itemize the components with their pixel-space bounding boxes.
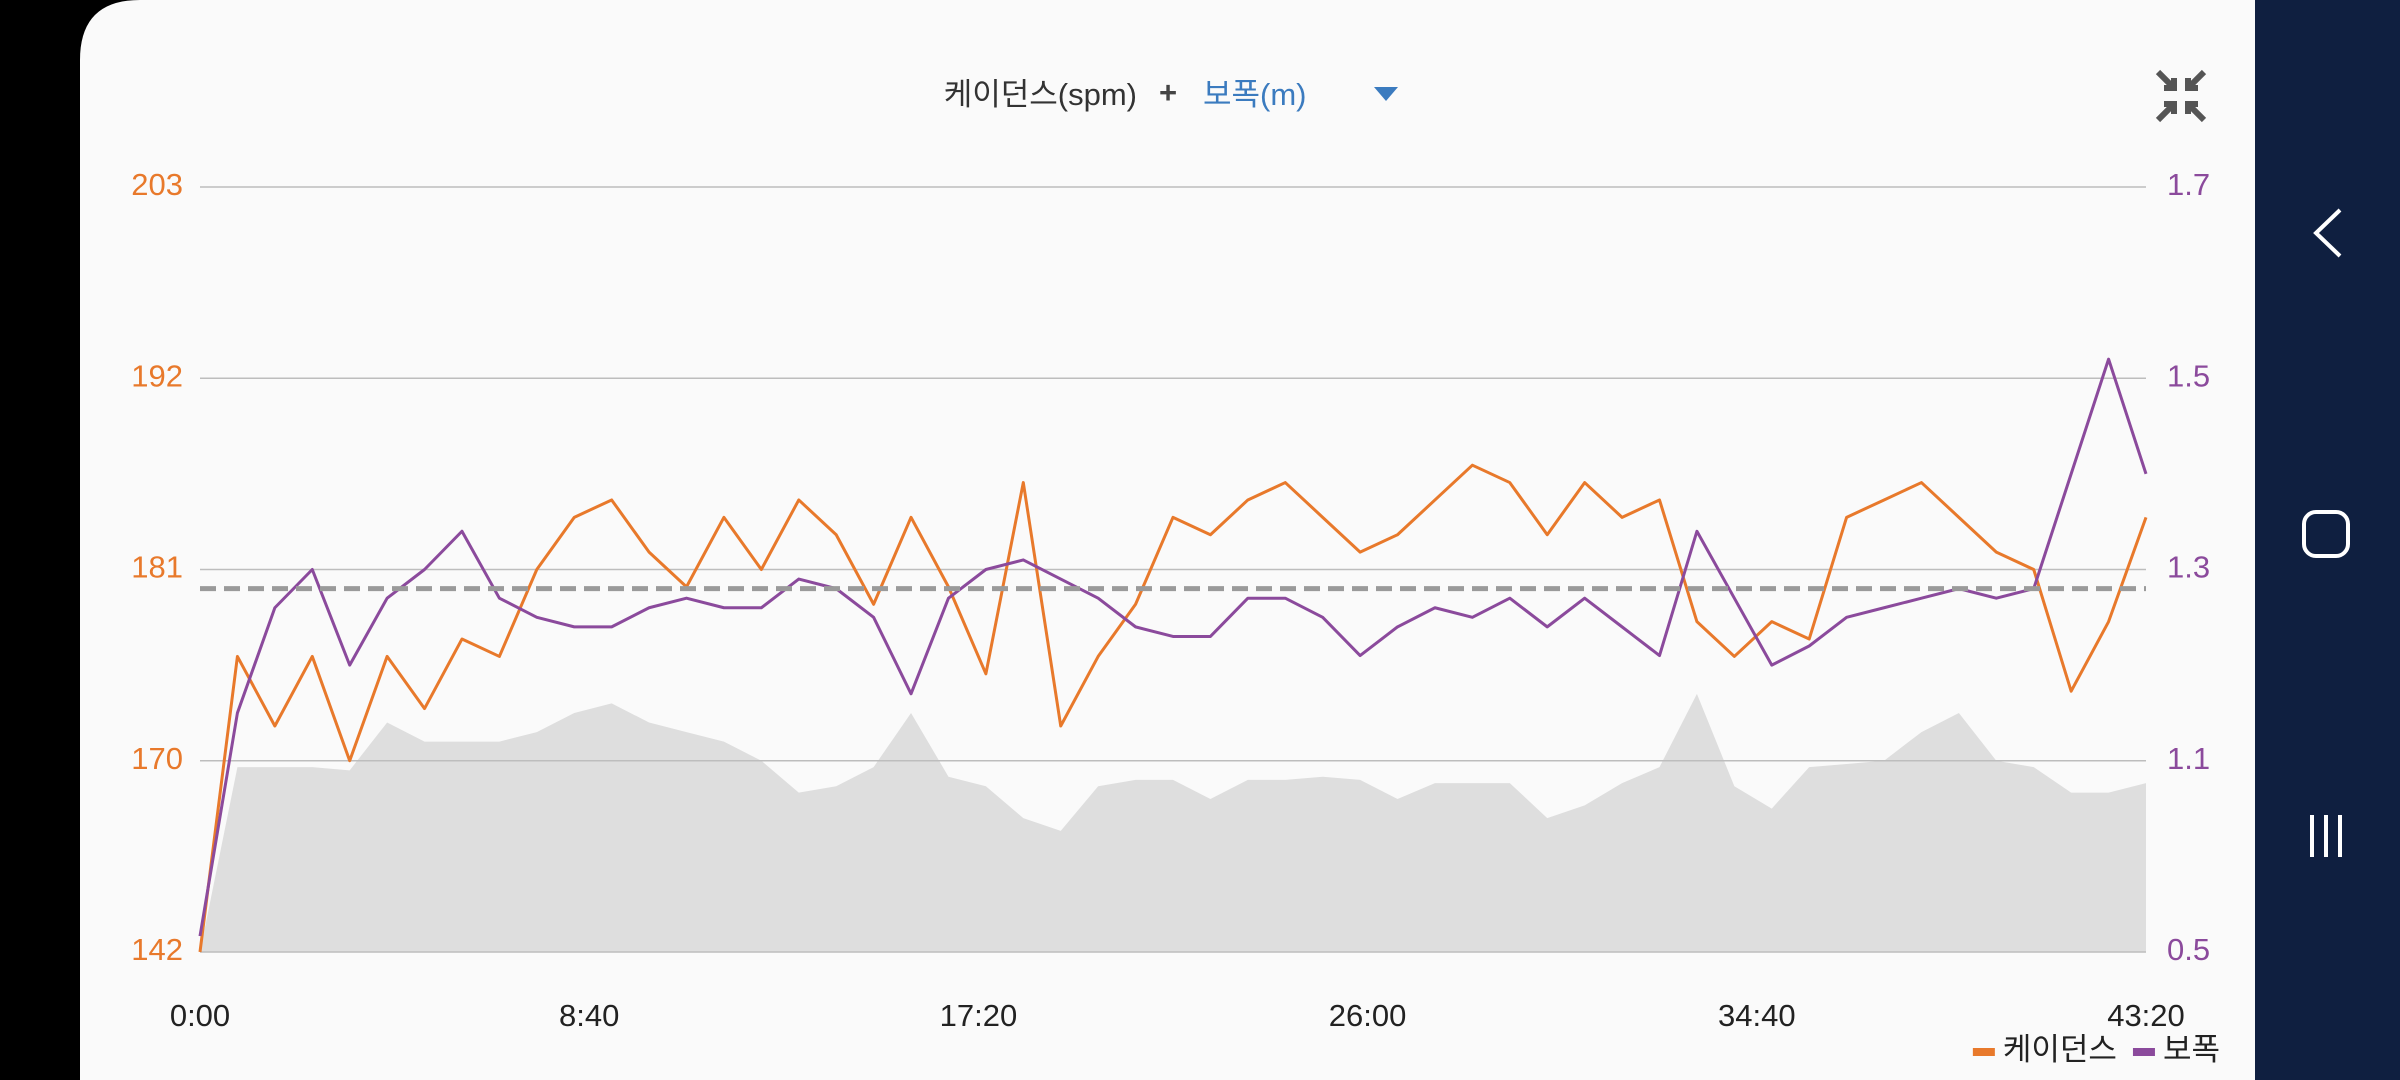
- plot: 142 170 181 192 203 0.5 1.1 1.3 1.5 1.7 0:00 8:40 17…: [131, 167, 2220, 1067]
- y-tick-label: 181: [131, 550, 183, 585]
- x-tick-label: 43:20: [2107, 998, 2185, 1033]
- y2-tick-label: 1.5: [2167, 358, 2210, 393]
- background-area: [200, 693, 2146, 952]
- title: 케이던스(spm): [944, 77, 1137, 112]
- home-button[interactable]: [2302, 510, 2350, 558]
- y-tick-label: 203: [131, 167, 183, 202]
- series-line: [198, 463, 2148, 953]
- back-button[interactable]: [2313, 208, 2342, 258]
- y-tick-label: 192: [131, 358, 183, 393]
- legend-swatch: [1972, 1048, 1995, 1056]
- y-tick-label: 142: [131, 932, 183, 967]
- x-tick-label: 0:00: [170, 998, 230, 1033]
- legend-label: 보폭: [2163, 1032, 2220, 1067]
- y2-tick-label: 1.7: [2167, 167, 2210, 202]
- x-tick-label: 34:40: [1718, 998, 1796, 1033]
- y-tick-label: 170: [131, 741, 183, 776]
- recents-button[interactable]: [2310, 815, 2342, 857]
- legend-swatch: [2132, 1048, 2155, 1056]
- title-selector[interactable]: 보폭(m): [1203, 77, 1307, 112]
- nav-bar: [2255, 0, 2400, 1080]
- series-line: [198, 357, 2148, 937]
- y2-tick-label: 0.5: [2167, 932, 2210, 967]
- title-plus: +: [1159, 75, 1177, 110]
- legend-label: 케이던스: [2003, 1032, 2117, 1067]
- dropdown-arrow[interactable]: [1374, 87, 1398, 101]
- y2-tick-label: 1.1: [2167, 741, 2210, 776]
- x-tick-label: 8:40: [559, 998, 619, 1033]
- y2-tick-label: 1.3: [2167, 550, 2210, 585]
- x-tick-label: 17:20: [940, 998, 1018, 1033]
- collapse-button[interactable]: [2155, 69, 2207, 123]
- x-tick-label: 26:00: [1329, 998, 1407, 1033]
